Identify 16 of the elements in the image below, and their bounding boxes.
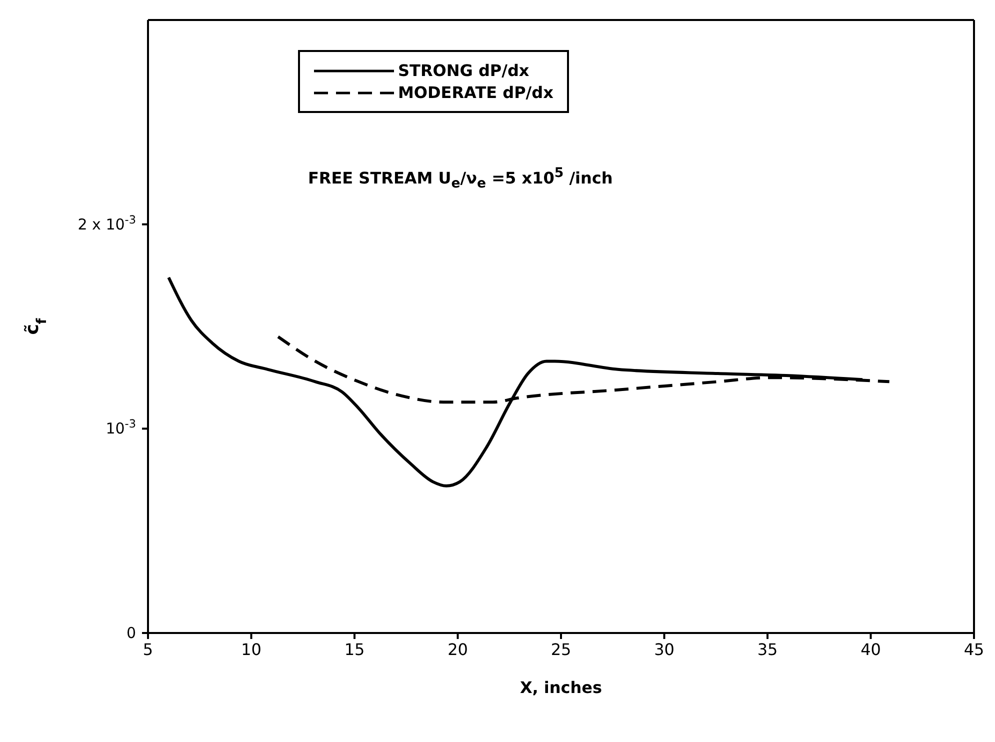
x-tick-label: 40 (860, 640, 881, 659)
x-tick-label: 35 (757, 640, 778, 659)
x-axis-title: X, inches (520, 678, 602, 697)
x-tick-label: 25 (550, 640, 572, 659)
x-tick-label: 10 (241, 640, 262, 659)
x-tick-label: 15 (344, 640, 365, 659)
legend-label: STRONG dP/dx (398, 61, 530, 80)
y-tick-label: 0 (126, 624, 136, 642)
y-tick-label: 2 x 10$^{-3}$ (78, 212, 136, 234)
annotation: FREE STREAM U$_{e}$/ν$_{e}$ =5 x10$^{5}$ /inch (308, 166, 613, 192)
x-tick-label: 45 (964, 640, 984, 659)
x-tick-label: 30 (654, 640, 674, 659)
x-tick-label: 20 (448, 640, 468, 659)
legend-label: MODERATE dP/dx (398, 83, 554, 102)
y-tick-label: 10$^{-3}$ (106, 417, 136, 438)
x-tick-label: 5 (142, 640, 154, 659)
